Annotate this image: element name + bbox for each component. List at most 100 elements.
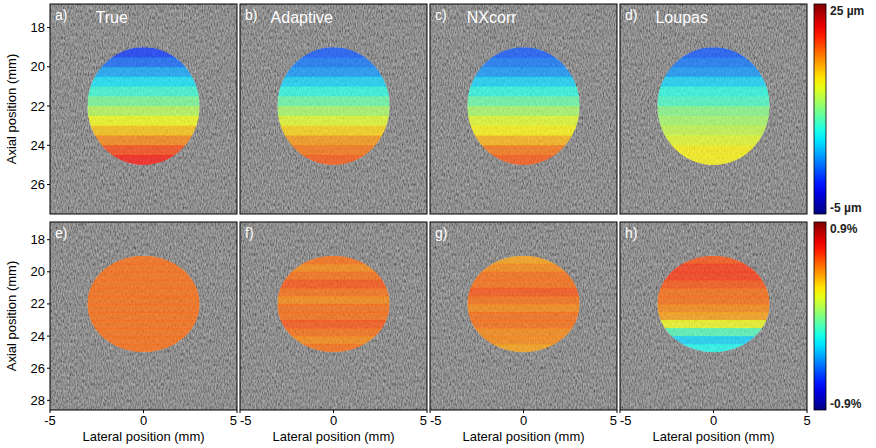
heat-cell <box>87 47 199 57</box>
heat-cell <box>467 106 579 116</box>
colorbar-label: -5 µm <box>830 201 862 215</box>
heat-cell <box>467 312 579 321</box>
panel: h)-505Lateral position (mm) <box>620 222 811 444</box>
x-tick-label: -5 <box>240 413 252 428</box>
panel: b) Adaptive <box>240 4 427 214</box>
heat-cell <box>657 86 769 96</box>
heat-cell <box>87 328 199 337</box>
y-tick <box>47 336 50 337</box>
panel: c)NXcorr <box>430 4 617 214</box>
x-tick-label: -5 <box>430 413 442 428</box>
inclusion-bmode <box>467 47 579 165</box>
heat-cell <box>277 312 389 321</box>
heat-cell <box>657 256 769 265</box>
heat-cell <box>467 288 579 297</box>
y-tick-label: 18 <box>31 232 45 247</box>
inclusion <box>467 47 579 165</box>
panel-letter: b) <box>245 7 257 23</box>
panel: g)-505Lateral position (mm) <box>430 222 617 444</box>
panel: a)True1820222426 <box>31 4 237 214</box>
y-tick-label: 22 <box>31 296 45 311</box>
heat-cell <box>87 96 199 106</box>
panel-frame <box>620 222 807 410</box>
heat-cell <box>467 77 579 87</box>
heat-cell <box>657 145 769 155</box>
inclusion <box>277 47 389 165</box>
x-tick-label: 0 <box>520 413 527 428</box>
panel-letter: d) <box>625 7 637 23</box>
panel: f)-505Lateral position (mm) <box>240 222 427 444</box>
panel-letter: g) <box>435 225 447 241</box>
y-tick-label: 18 <box>31 20 45 35</box>
heat-cell <box>87 256 199 265</box>
bmode-background <box>620 4 807 214</box>
heat-cell <box>277 116 389 126</box>
inclusion-bmode <box>657 256 769 352</box>
x-axis-title: Lateral position (mm) <box>272 429 394 444</box>
bmode-background <box>430 4 617 214</box>
inclusion <box>87 256 199 353</box>
heat-cell <box>657 288 769 297</box>
y-tick-label: 26 <box>31 361 45 376</box>
heat-cell <box>87 336 199 345</box>
bmode-background <box>50 4 237 214</box>
heat-cell <box>657 328 769 337</box>
heat-cell <box>467 296 579 305</box>
heat-cell <box>87 86 199 96</box>
heat-cell <box>657 320 769 329</box>
x-axis-title: Lateral position (mm) <box>462 429 584 444</box>
panel-title: Adaptive <box>271 9 333 26</box>
heat-cell <box>657 155 769 165</box>
bmode-background <box>620 222 807 410</box>
heat-cell <box>467 320 579 329</box>
x-axis-title: Lateral position (mm) <box>82 429 204 444</box>
x-tick-label: 5 <box>230 413 237 428</box>
inclusion <box>87 47 199 165</box>
heat-cell <box>657 47 769 57</box>
panel: e)182022242628-505Lateral position (mm) <box>31 222 237 444</box>
plot-area <box>620 4 807 214</box>
x-tick-label: -5 <box>44 413 56 428</box>
heat-cell <box>467 126 579 136</box>
colorbar-label: 25 µm <box>830 4 864 18</box>
y-tick-label: 22 <box>31 99 45 114</box>
y-tick-label: 24 <box>31 138 45 153</box>
panel-letter: h) <box>625 225 637 241</box>
heat-cell <box>277 77 389 87</box>
y-tick-label: 28 <box>31 393 45 408</box>
x-tick-label: 0 <box>140 413 147 428</box>
colorbar-label: -0.9% <box>830 397 862 411</box>
heat-cell <box>657 67 769 77</box>
inclusion <box>277 256 389 353</box>
heat-cell <box>277 47 389 57</box>
y-tick <box>47 239 50 240</box>
heat-cell <box>657 57 769 67</box>
heat-cell <box>657 77 769 87</box>
heat-cell <box>277 67 389 77</box>
heat-cell <box>277 106 389 116</box>
inclusion-bmode <box>277 256 389 352</box>
plot-area <box>240 4 427 214</box>
y-tick <box>47 184 50 185</box>
heat-cell <box>87 77 199 87</box>
heat-cell <box>657 135 769 145</box>
plot-area <box>240 222 427 410</box>
x-tick-label: 5 <box>803 413 810 428</box>
panel-title: NXcorr <box>467 9 517 26</box>
heat-cell <box>467 96 579 106</box>
heat-cell <box>467 264 579 273</box>
heat-cell <box>87 320 199 329</box>
heat-cell <box>467 256 579 265</box>
plot-area <box>430 222 617 410</box>
heat-cell <box>87 67 199 77</box>
heat-cell <box>277 126 389 136</box>
heat-cell <box>657 336 769 345</box>
heat-cell <box>87 288 199 297</box>
x-tick-label: 5 <box>420 413 427 428</box>
y-tick <box>47 66 50 67</box>
colorbar <box>814 222 826 410</box>
heat-cell <box>467 86 579 96</box>
plot-area <box>50 4 237 214</box>
plot-area <box>50 222 237 410</box>
x-tick-label: -5 <box>620 413 632 428</box>
